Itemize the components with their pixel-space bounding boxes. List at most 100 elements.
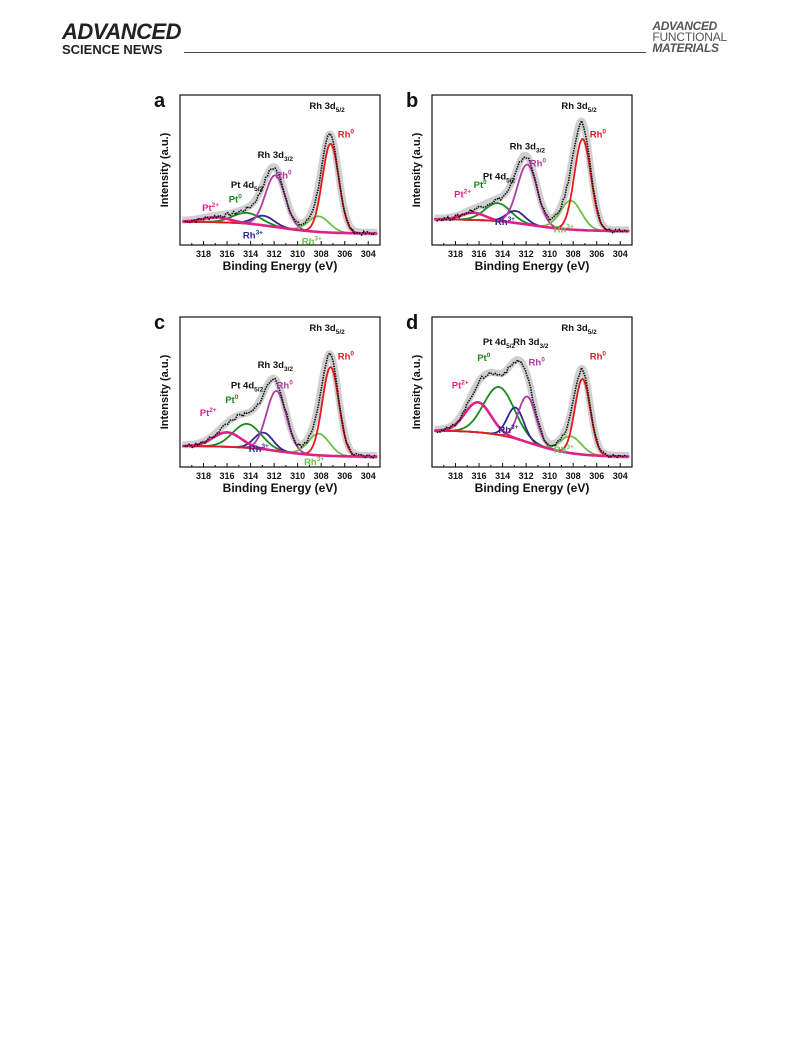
peak-annotation: Pt0: [225, 394, 239, 406]
x-tick-label: 314: [243, 471, 258, 481]
panel-c: Intensity (a.u.) 318 316 314 312 310 308 306 304…: [154, 312, 381, 495]
peak-annotation: Pt 4d5/2: [483, 172, 516, 185]
x-tick-label: 306: [337, 249, 352, 259]
peak-annotation: Rh3+: [498, 424, 518, 436]
peak-annotation: Rh3+: [243, 229, 263, 241]
plot-area: [180, 130, 380, 237]
x-tick-label: 308: [314, 249, 329, 259]
x-tick-label: 314: [243, 249, 258, 259]
peak-annotation: Pt2+: [202, 202, 219, 214]
panel-b: Intensity (a.u.) 318 316 314 312 310 308 306 304…: [406, 90, 633, 273]
panel-label: d: [406, 312, 418, 334]
peak-annotation: Rh 3d5/2: [309, 323, 345, 336]
header-left-line2: SCIENCE NEWS: [62, 42, 163, 57]
x-tick-label: 306: [337, 471, 352, 481]
y-axis-label: Intensity (a.u.): [411, 132, 423, 207]
peak-annotation: Rh0: [338, 129, 355, 141]
panel-a: Intensity (a.u.) 318 316 314 312 310 308 306 304…: [154, 90, 381, 273]
peak-annotation: Pt0: [477, 352, 491, 364]
x-tick-label: 312: [267, 471, 282, 481]
x-tick-label: 306: [589, 249, 604, 259]
plot-frame: [179, 94, 381, 246]
peak-annotation: Pt2+: [200, 407, 217, 419]
panel-label: a: [154, 90, 166, 112]
x-axis-label: Binding Energy (eV): [475, 481, 590, 495]
peak-annotation: Rh3+: [304, 456, 324, 468]
x-tick-label: 310: [290, 471, 305, 481]
peak-annotation: Rh3+: [554, 223, 574, 235]
peak-annotation: Rh0: [590, 351, 607, 363]
x-tick-label: 316: [472, 471, 487, 481]
x-tick-label: 312: [519, 249, 534, 259]
peak-annotation: Rh0: [275, 169, 292, 181]
peak-annotation: Rh3+: [495, 216, 515, 228]
x-tick-label: 318: [448, 249, 463, 259]
x-tick-label: 308: [566, 471, 581, 481]
peak-annotation: Rh 3d5/2: [561, 101, 597, 114]
peak-annotation: Rh 3d3/2: [513, 337, 549, 350]
x-tick-label: 316: [220, 249, 235, 259]
peak-annotation: Rh 3d3/2: [258, 150, 294, 163]
x-tick-label: 308: [314, 471, 329, 481]
xps-figure: Intensity (a.u.) 318 316 314 312 310 308 306 304…: [154, 90, 633, 495]
pt2-baseline: [434, 401, 630, 458]
fit-envelope: [432, 356, 632, 459]
x-tick-label: 310: [542, 249, 557, 259]
panel-label: c: [154, 312, 165, 334]
peak-annotation: Pt 4d5/2: [231, 180, 264, 193]
x-tick-label: 312: [267, 249, 282, 259]
x-tick-label: 318: [196, 471, 211, 481]
panel-label: b: [406, 90, 418, 112]
experimental-data: [436, 118, 628, 234]
header-right-line1: ADVANCED: [652, 19, 718, 33]
x-tick-label: 318: [196, 249, 211, 259]
x-tick-label: 304: [613, 249, 628, 259]
peak-annotation: Pt 4d5/2: [231, 380, 264, 393]
plot-frame: [431, 94, 633, 246]
peak-annotation: Rh0: [277, 379, 294, 391]
x-axis-label: Binding Energy (eV): [223, 481, 338, 495]
plot-area: [432, 356, 632, 459]
panel-d: Intensity (a.u.) 318 316 314 312 310 308 306 304…: [406, 312, 633, 495]
pt2-baseline: [182, 216, 378, 235]
peak-annotation: Pt 4d5/2: [483, 337, 516, 350]
x-tick-label: 310: [542, 471, 557, 481]
pt2-baseline: [182, 431, 378, 458]
x-tick-label: 316: [220, 471, 235, 481]
plot-area: [432, 117, 632, 234]
experimental-data: [184, 132, 376, 237]
x-axis-label: Binding Energy (eV): [475, 259, 590, 273]
header-left-line1: ADVANCED: [62, 19, 182, 44]
y-axis-label: Intensity (a.u.): [411, 354, 423, 429]
x-tick-label: 312: [519, 471, 534, 481]
peak-annotation: Rh0: [590, 129, 607, 141]
x-tick-label: 304: [361, 471, 376, 481]
plot-area: [180, 350, 380, 459]
header-right-line2: FUNCTIONAL: [652, 30, 727, 44]
peak-annotation: Rh3+: [249, 443, 269, 455]
peak-annotation: Rh 3d5/2: [561, 323, 597, 336]
peak-annotation: Pt0: [474, 179, 488, 191]
x-tick-label: 314: [495, 249, 510, 259]
peak-annotation: Rh0: [529, 357, 546, 369]
peak-annotation: Rh 3d3/2: [510, 142, 546, 155]
y-axis-label: Intensity (a.u.): [159, 132, 171, 207]
x-axis-label: Binding Energy (eV): [223, 259, 338, 273]
x-tick-label: 304: [613, 471, 628, 481]
experimental-data: [184, 351, 376, 459]
peak-annotation: Rh0: [530, 157, 547, 169]
plot-frame: [431, 316, 633, 468]
x-tick-label: 316: [472, 249, 487, 259]
peak-annotation: Pt2+: [452, 379, 469, 391]
peak-annotation: Rh0: [338, 351, 355, 363]
x-tick-label: 310: [290, 249, 305, 259]
peak-annotation: Pt0: [229, 193, 243, 205]
x-tick-label: 308: [566, 249, 581, 259]
peak-annotation: Rh3+: [554, 444, 574, 456]
x-tick-label: 304: [361, 249, 376, 259]
header-rule: [184, 52, 646, 53]
x-tick-label: 314: [495, 471, 510, 481]
peak-annotation: Rh 3d3/2: [258, 360, 294, 373]
journal-header-left: ADVANCED SCIENCE NEWS: [62, 19, 182, 57]
y-axis-label: Intensity (a.u.): [159, 354, 171, 429]
